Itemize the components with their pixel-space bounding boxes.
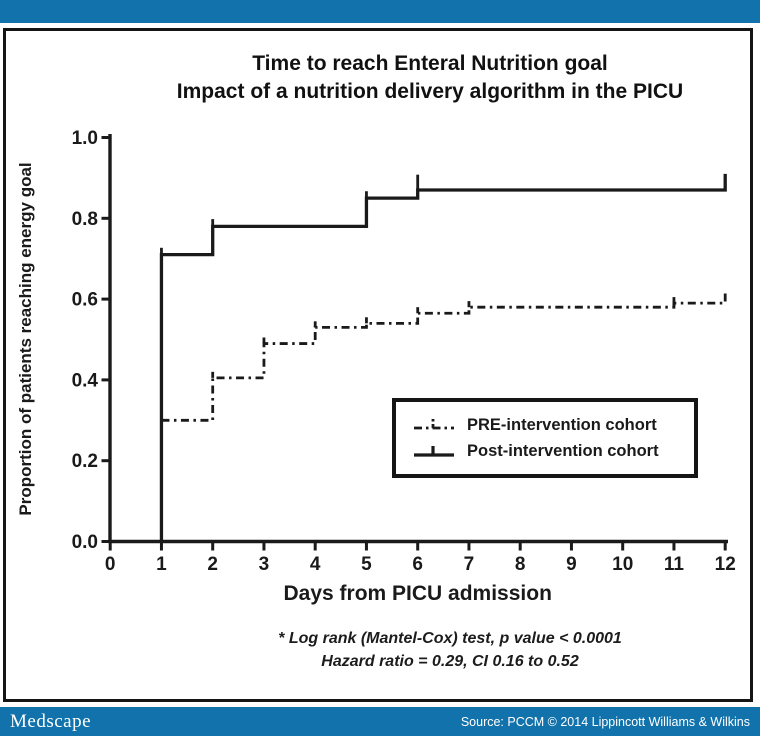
x-tick-label: 0 (105, 554, 116, 575)
x-tick-label: 11 (664, 554, 685, 575)
stats-footnote: * Log rank (Mantel-Cox) test, p value < … (130, 627, 760, 673)
x-axis-label: Days from PICU admission (283, 582, 551, 605)
footnote-line2: Hazard ratio = 0.29, CI 0.16 to 0.52 (321, 653, 579, 670)
chart-title-line2: Impact of a nutrition delivery algorithm… (176, 80, 684, 103)
source-attribution: Source: PCCM © 2014 Lippincott Williams … (460, 714, 750, 729)
chart-title: Time to reach Enteral Nutrition goal Imp… (100, 50, 760, 106)
x-tick-label: 9 (566, 554, 577, 575)
y-tick-label: 0.4 (72, 370, 99, 391)
y-tick-label: 0.8 (72, 209, 98, 230)
x-tick-label: 8 (515, 554, 526, 575)
chart-frame (3, 28, 753, 702)
legend-item-pre: PRE-intervention cohort (412, 416, 694, 435)
post-solid-line-icon (414, 446, 454, 457)
y-tick-label: 1.0 (72, 128, 98, 149)
pre-dashdot-line-icon (414, 419, 454, 430)
legend-box: PRE-intervention cohort Post-interventio… (392, 398, 698, 478)
footnote-line1: * Log rank (Mantel-Cox) test, p value < … (278, 630, 622, 647)
x-tick-label: 2 (207, 554, 218, 575)
x-tick-label: 6 (412, 554, 423, 575)
legend-label-post: Post-intervention cohort (467, 441, 659, 460)
post-intervention-curve (159, 173, 727, 542)
x-tick-label: 4 (310, 554, 321, 575)
legend-item-post: Post-intervention cohort (412, 442, 694, 461)
plot-svg: 0.00.20.40.60.81.00 1 2 3 4 5 6 7 8 9 10 11 12Propor… (16, 128, 736, 605)
y-axis-label: Proportion of patients reaching energy g… (16, 162, 35, 515)
x-tick-label: 3 (259, 554, 270, 575)
y-tick-label: 0.0 (72, 532, 98, 553)
bottom-blue-bar: Medscape Source: PCCM © 2014 Lippincott … (0, 707, 760, 736)
x-tick-label: 5 (361, 554, 372, 575)
x-tick-label: 12 (715, 554, 736, 575)
x-tick-label: 1 (156, 554, 167, 575)
x-tick-label: 10 (612, 554, 633, 575)
chart-title-line1: Time to reach Enteral Nutrition goal (252, 52, 608, 75)
x-tick-label: 7 (464, 554, 475, 575)
medscape-logo: Medscape (10, 710, 92, 732)
legend-label-pre: PRE-intervention cohort (467, 415, 657, 434)
y-tick-label: 0.6 (72, 290, 98, 311)
y-tick-label: 0.2 (72, 451, 98, 472)
top-blue-bar (0, 0, 760, 23)
